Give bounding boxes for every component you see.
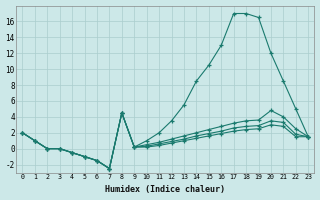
X-axis label: Humidex (Indice chaleur): Humidex (Indice chaleur) (105, 185, 225, 194)
